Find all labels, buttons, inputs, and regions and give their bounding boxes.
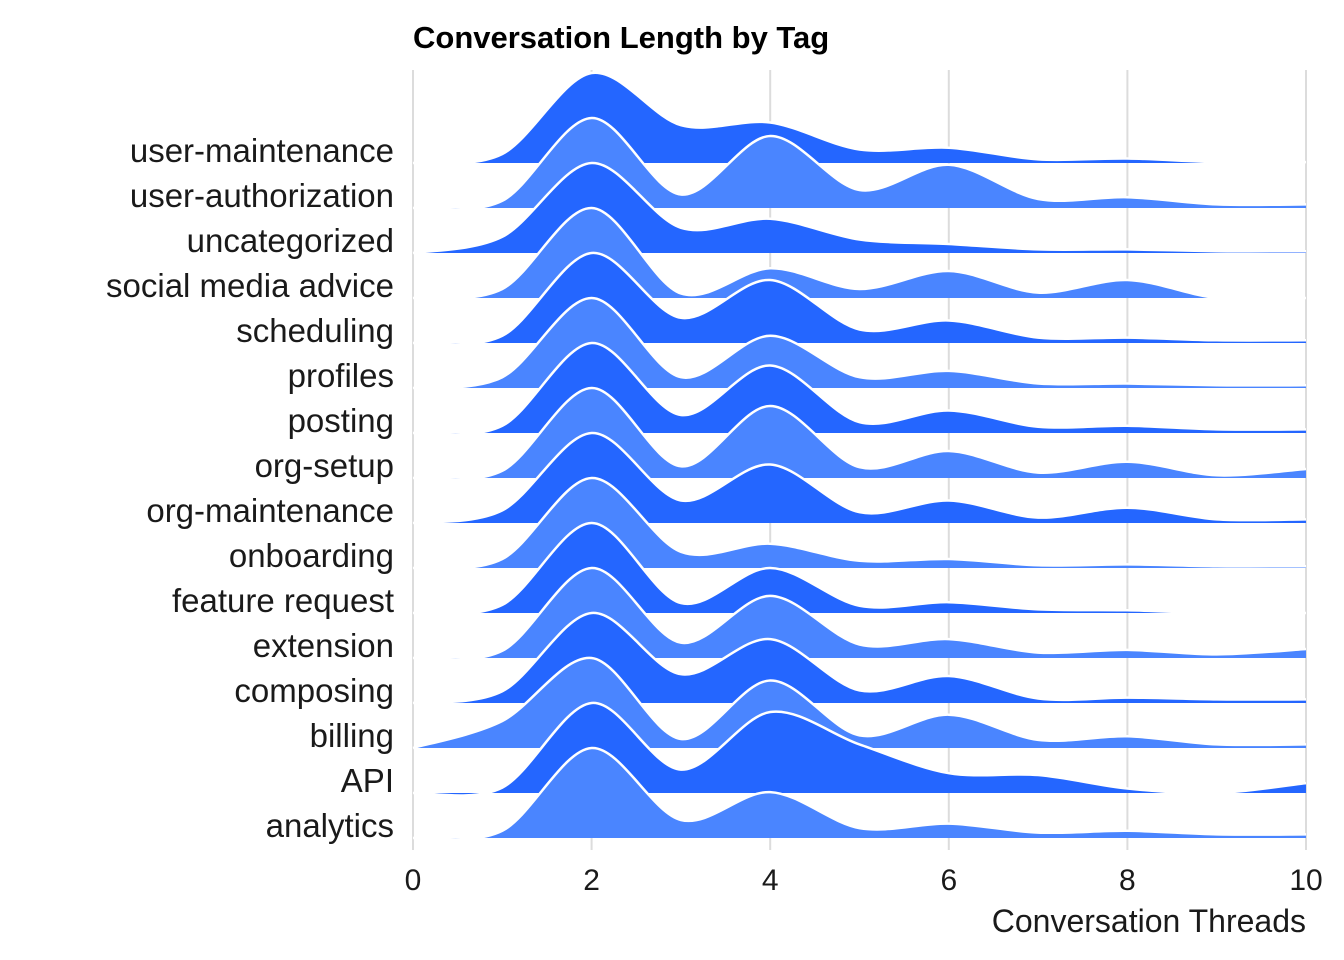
ridge-outline [412,521,1307,616]
ridge-outline [412,386,1307,481]
ridge-label: composing [234,672,394,709]
x-tick-label: 8 [1119,864,1136,897]
ridge-label: social media advice [106,267,394,304]
ridge-outline [412,701,1307,797]
ridge-outline [412,341,1307,436]
ridge-outline [412,746,1307,841]
ridge-label: billing [310,717,394,754]
ridge-label: extension [253,627,394,664]
ridge-area-user-authorization [413,117,1306,210]
ridge-label: org-setup [255,447,394,484]
ridge-area-composing [413,612,1306,703]
ridge-outline [412,611,1307,705]
ridge-outline [412,206,1307,301]
ridge-label: profiles [288,357,394,394]
ridges [412,71,1307,841]
ridge-outline [412,656,1307,750]
ridge-area-extension [413,567,1306,660]
ridge-label: scheduling [236,312,394,349]
x-axis-ticks: 0 2 4 6 8 10 [405,864,1323,897]
ridge-labels: user-maintenance user-authorization uncate… [106,132,394,844]
ridge-area-onboarding [413,477,1306,569]
x-axis-title: Conversation Threads [992,903,1306,939]
ridge-area-profiles [413,298,1306,388]
x-tick-label: 4 [762,864,779,897]
x-tick-label: 0 [405,864,422,897]
ridge-outline [412,476,1307,570]
x-tick-label: 6 [940,864,957,897]
ridge-label: org-maintenance [146,492,394,529]
x-tick-label: 10 [1289,864,1322,897]
ridge-area-org-setup [413,387,1306,480]
ridge-label: uncategorized [187,222,394,259]
ridge-outline [412,71,1307,165]
ridge-outline [412,431,1307,525]
ridge-outline [412,566,1307,661]
ridge-area-analytics [413,747,1306,840]
ridge-label: feature request [172,582,394,619]
ridge-label: onboarding [229,537,394,574]
ridge-area-posting [413,342,1306,435]
ridge-label: analytics [266,807,394,844]
ridge-area-billing [413,657,1306,748]
ridge-label: posting [288,402,394,439]
ridge-area-social-media-advice [413,207,1306,300]
ridge-area-org-maintenance [413,432,1306,523]
ridge-outline [412,161,1307,255]
ridge-area-scheduling [413,252,1306,345]
ridge-outline [412,116,1307,211]
ridge-area-api [413,702,1306,796]
ridge-outline [412,296,1307,390]
ridge-label: API [341,762,394,799]
ridge-label: user-authorization [130,177,394,214]
ridge-label: user-maintenance [130,132,394,169]
chart-title: Conversation Length by Tag [413,20,829,55]
ridge-area-feature-request [413,522,1306,614]
ridge-area-uncategorized [413,162,1306,253]
x-tick-label: 2 [583,864,600,897]
ridge-outline [412,251,1307,346]
